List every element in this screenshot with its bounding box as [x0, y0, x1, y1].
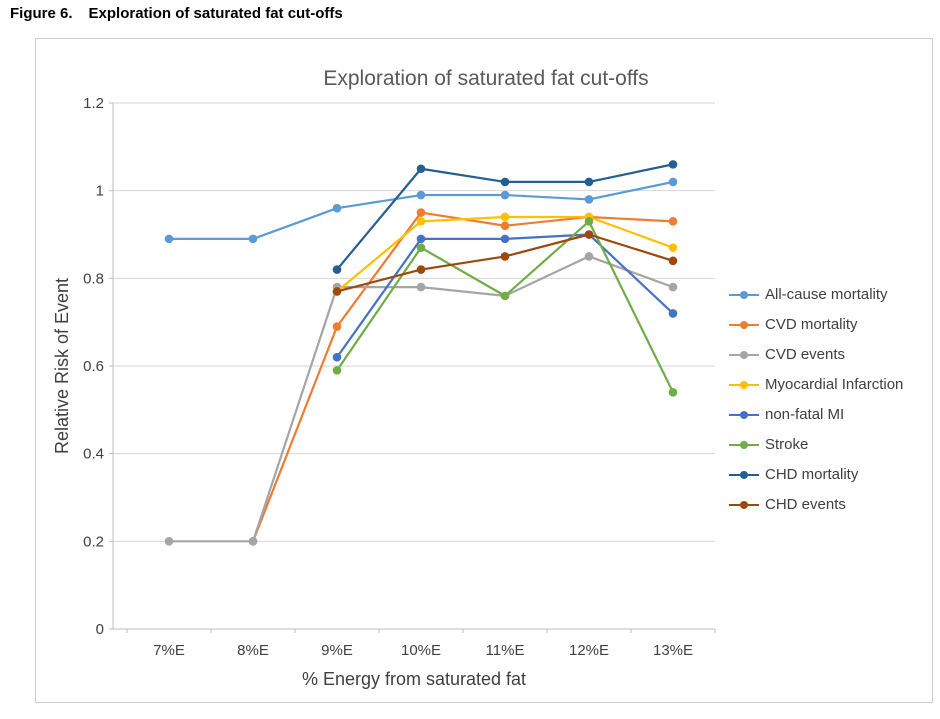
data-point [332, 352, 342, 362]
x-tick-label: 13%E [653, 642, 693, 659]
data-point [416, 164, 426, 174]
x-tick-label: 12%E [569, 642, 609, 659]
legend-swatch [729, 470, 759, 480]
data-point [332, 322, 342, 331]
data-point [668, 160, 678, 169]
legend-swatch [729, 320, 759, 330]
data-point [500, 190, 510, 200]
legend-label: Myocardial Infarction [765, 376, 904, 393]
y-tick-label: 0.4 [83, 446, 104, 463]
chart-legend: All-cause mortality CVD mortality CVD even… [729, 286, 903, 513]
legend-item: CHD mortality [729, 466, 903, 483]
series-line [169, 255, 674, 543]
data-point [332, 265, 342, 274]
legend-swatch-dot [740, 440, 748, 449]
data-point [416, 217, 426, 226]
data-point [668, 177, 678, 187]
legend-swatch [729, 290, 759, 300]
legend-swatch [729, 350, 759, 360]
data-point [500, 252, 510, 261]
data-point [248, 234, 258, 244]
data-point [668, 217, 678, 226]
data-point [164, 537, 174, 546]
legend-swatch-dot [740, 410, 748, 419]
legend-item: CVD events [729, 346, 903, 363]
data-point [500, 221, 510, 231]
y-tick-label: 0.6 [83, 358, 104, 375]
legend-swatch-dot [740, 350, 748, 359]
chart-svg: 0 0.2 0.4 0.6 0.8 1 1.2 7%E 8%E 9%E 10%E 11%E 12%E 13… [52, 67, 716, 689]
y-axis-label: Relative Risk of Event [52, 278, 72, 454]
y-tick-label: 1.2 [83, 95, 104, 112]
y-tick-label: 0.2 [83, 533, 104, 550]
data-point [584, 177, 594, 187]
legend-item: Stroke [729, 436, 903, 453]
legend-label: CHD mortality [765, 466, 859, 483]
data-point [332, 287, 342, 296]
x-tick-label: 11%E [486, 642, 525, 659]
legend-swatch [729, 380, 759, 390]
legend-label: CVD mortality [765, 316, 858, 333]
legend-label: All-cause mortality [765, 286, 888, 303]
legend-item: CHD events [729, 496, 903, 513]
data-point [500, 177, 510, 187]
x-tick-label: 8%E [237, 642, 269, 659]
data-point [584, 217, 594, 226]
data-point [668, 309, 678, 318]
data-point [584, 230, 594, 239]
data-point [668, 282, 678, 292]
data-point [416, 265, 426, 274]
legend-swatch [729, 410, 759, 420]
data-point [500, 234, 510, 244]
legend-label: non-fatal MI [765, 406, 845, 423]
x-tick-label: 10%E [401, 642, 441, 659]
y-tick-label: 0.8 [83, 270, 104, 287]
data-point [416, 208, 426, 217]
legend-label: CHD events [765, 496, 846, 513]
data-point [416, 190, 426, 200]
x-tick-label: 9%E [321, 642, 353, 659]
chart-container: 0 0.2 0.4 0.6 0.8 1 1.2 7%E 8%E 9%E 10%E 11%E 12%E 13… [35, 38, 933, 703]
data-point [584, 252, 594, 261]
legend-item: non-fatal MI [729, 406, 903, 423]
data-point [500, 212, 510, 222]
legend-swatch-dot [740, 500, 748, 509]
y-tick-label: 0 [96, 621, 104, 638]
y-tick-label: 1 [96, 183, 104, 200]
x-axis-label: % Energy from saturated fat [302, 669, 526, 689]
legend-swatch-dot [740, 290, 748, 299]
legend-item: CVD mortality [729, 316, 903, 333]
data-point [416, 282, 426, 292]
legend-swatch [729, 500, 759, 510]
data-point [416, 234, 426, 244]
data-point [668, 388, 678, 397]
data-point [584, 195, 594, 204]
figure-caption-title: Exploration of saturated fat cut-offs [88, 5, 343, 22]
legend-label: Stroke [765, 436, 809, 453]
data-point [500, 291, 510, 301]
data-point [668, 256, 678, 266]
series-line [336, 220, 674, 393]
legend-item: All-cause mortality [729, 286, 903, 303]
data-point [248, 537, 258, 546]
legend-swatch-dot [740, 470, 748, 479]
figure-caption: Figure 6. Exploration of saturated fat cu… [10, 5, 343, 22]
legend-swatch-dot [740, 320, 748, 329]
data-point [332, 203, 342, 213]
legend-label: CVD events [765, 346, 846, 363]
data-point [416, 243, 426, 252]
legend-item: Myocardial Infarction [729, 376, 903, 393]
figure-label: Figure 6. [10, 5, 73, 22]
legend-swatch-dot [740, 380, 748, 389]
chart-title: Exploration of saturated fat cut-offs [323, 67, 648, 90]
data-point [332, 366, 342, 375]
data-point [164, 234, 174, 244]
x-tick-label: 7%E [153, 642, 185, 659]
legend-swatch [729, 440, 759, 450]
data-point [668, 243, 678, 252]
